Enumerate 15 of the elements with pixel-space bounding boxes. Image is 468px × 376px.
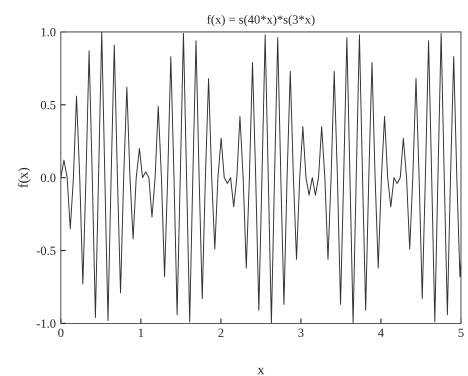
y-tick-label: -0.5	[36, 246, 56, 256]
y-tick-label: -1.0	[36, 319, 56, 328]
chart-title: f(x) = s(40*x)*s(3*x)	[207, 14, 315, 26]
x-tick-label: 4	[378, 328, 384, 337]
x-tick-label: 1	[138, 328, 144, 337]
y-tick-label: 1.0	[41, 28, 56, 36]
line-series	[60, 32, 461, 324]
x-axis-title: x	[258, 368, 264, 374]
y-tick-label: 0.0	[40, 174, 56, 182]
y-axis-title: f(x)	[18, 168, 31, 188]
x-tick-label: 0	[58, 328, 64, 338]
y-tick-label: 0.5	[40, 100, 56, 110]
x-tick-label: 5	[458, 328, 464, 338]
x-tick-label: 3	[298, 328, 304, 338]
x-tick-label: 2	[218, 328, 224, 337]
